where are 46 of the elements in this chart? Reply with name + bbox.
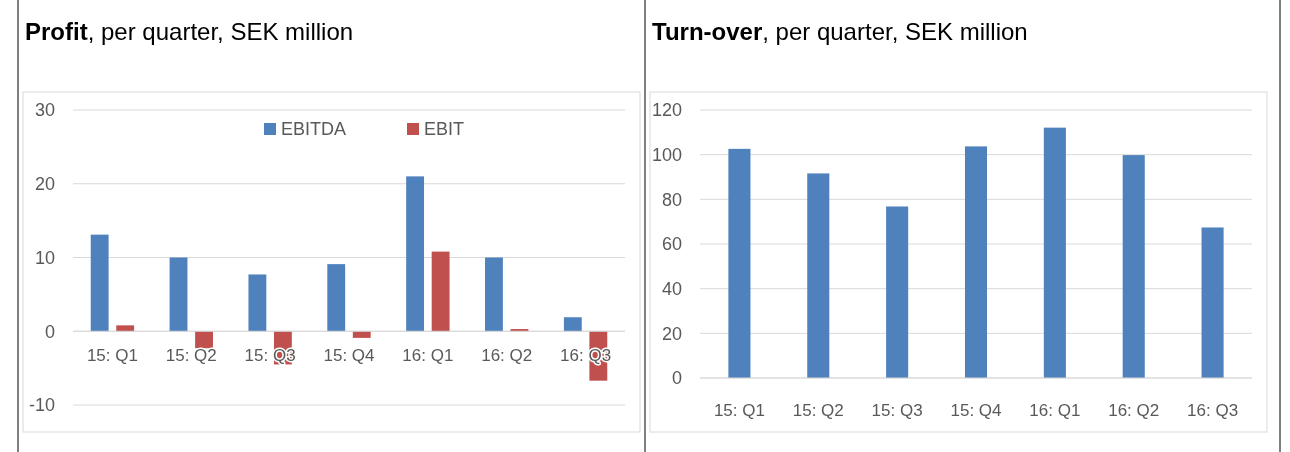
x-tick-label: 15: Q4: [950, 401, 1002, 420]
bar: [169, 257, 188, 332]
x-tick-label: 16: Q1: [402, 346, 454, 366]
bar: [1201, 227, 1224, 378]
bar: [964, 146, 988, 378]
x-tick-label: 16: Q2: [481, 346, 533, 366]
x-tick-label: 16: Q1: [1029, 401, 1081, 420]
y-tick-label: 60: [661, 234, 682, 255]
y-tick-label: 120: [651, 100, 682, 121]
x-tick-label: 15: Q3: [871, 401, 923, 420]
bar: [406, 176, 425, 332]
bar: [195, 331, 213, 349]
x-tick-label: 15: Q4: [323, 346, 375, 366]
x-tick-label: 15: Q2: [792, 401, 844, 420]
y-tick-label: 100: [651, 144, 682, 165]
y-tick-label: 0: [44, 321, 55, 342]
chart-title: Profit, per quarter, SEK million: [25, 18, 354, 45]
bar: [728, 148, 751, 378]
y-tick-label: 80: [661, 189, 682, 210]
y-tick-label: 20: [661, 323, 682, 344]
x-tick-label: 16: Q3: [1187, 401, 1239, 420]
y-tick-label: -10: [28, 395, 55, 416]
x-tick-label: 16: Q2: [1108, 401, 1160, 420]
y-tick-label: 10: [34, 247, 55, 268]
y-tick-label: 20: [34, 174, 55, 195]
bar: [807, 173, 830, 378]
bar: [90, 234, 109, 332]
bar: [563, 317, 582, 332]
y-tick-label: 40: [661, 278, 682, 299]
chart-title: Turn-over, per quarter, SEK million: [652, 18, 1028, 45]
bar: [1122, 155, 1145, 378]
bar: [886, 206, 909, 378]
legend-label: EBIT: [424, 119, 465, 140]
bar: [327, 264, 346, 332]
bar: [116, 325, 135, 332]
y-tick-label: 0: [671, 368, 682, 389]
bar: [1043, 127, 1066, 378]
bar: [485, 257, 503, 332]
x-tick-label: 15: Q2: [165, 346, 217, 366]
y-tick-label: 30: [34, 100, 55, 121]
x-tick-label: 15: Q1: [86, 346, 138, 366]
bar: [248, 274, 267, 332]
legend-label: EBITDA: [281, 119, 347, 140]
x-tick-label: 15: Q1: [713, 401, 765, 420]
bar: [431, 251, 450, 332]
bar: [352, 331, 371, 338]
